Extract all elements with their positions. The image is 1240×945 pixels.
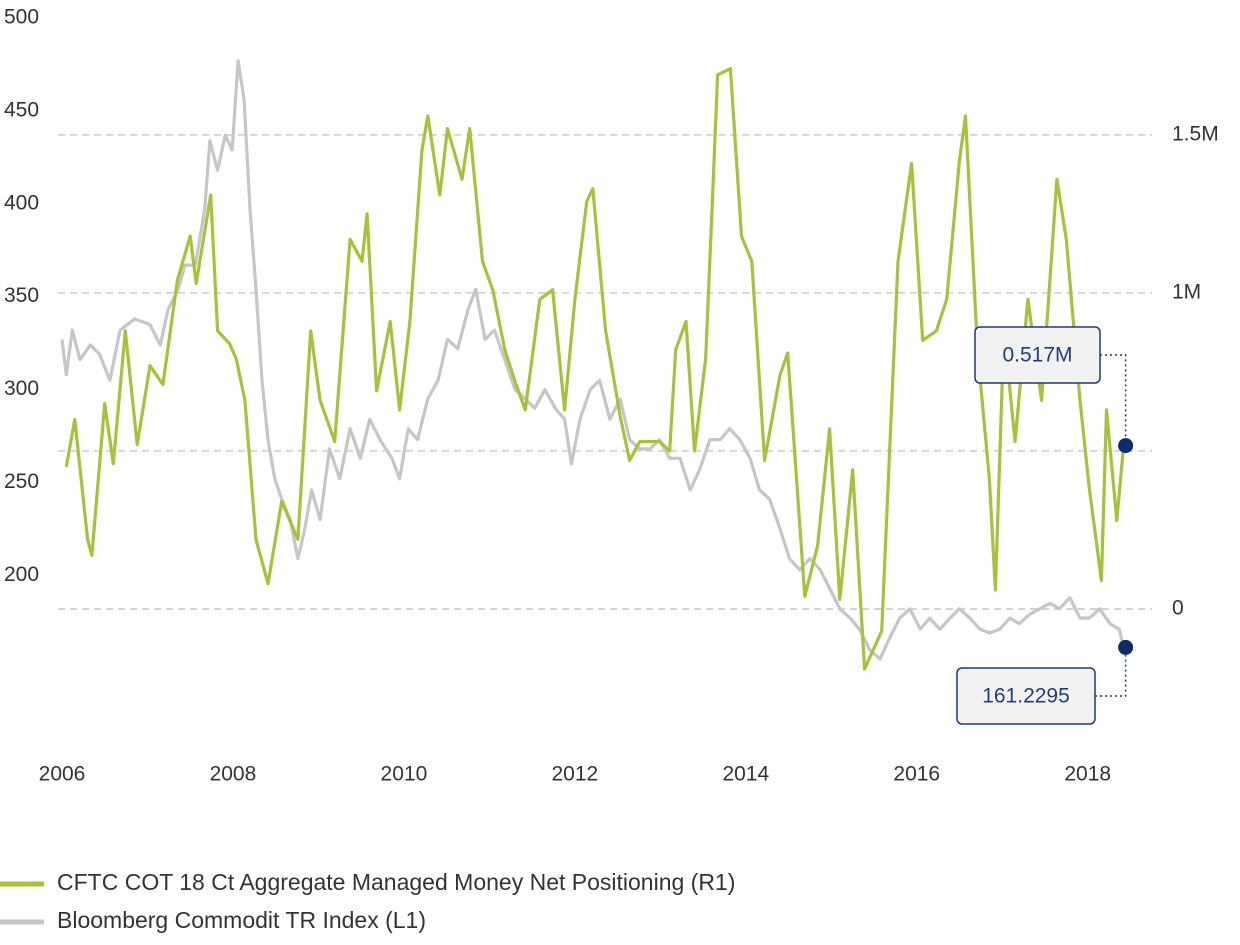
x-tick-label: 2008 xyxy=(210,763,257,786)
y-tick-label: 450 xyxy=(4,98,39,121)
x-tick-label: 2018 xyxy=(1064,763,1111,786)
x-tick-label: 2006 xyxy=(39,763,86,786)
x-tick-label: 2014 xyxy=(722,763,769,786)
x-tick-label: 2010 xyxy=(381,763,428,786)
x-tick-label: 2016 xyxy=(893,763,940,786)
annotation-box xyxy=(956,667,1096,725)
annotation-connector xyxy=(1100,354,1127,446)
y2-tick-label: 1M xyxy=(1172,280,1201,303)
y2-tick-label: 1.5M xyxy=(1172,122,1219,145)
x-tick-label: 2012 xyxy=(551,763,598,786)
annotation-box xyxy=(974,326,1101,384)
y-tick-label: 250 xyxy=(4,470,39,493)
annotation-dot xyxy=(1118,639,1134,655)
series-line xyxy=(60,59,1126,661)
annotation-label: 0.517M xyxy=(1002,344,1072,367)
y-tick-label: 500 xyxy=(4,6,39,29)
y2-tick-label: 0 xyxy=(1172,597,1184,620)
series-line xyxy=(64,67,1126,671)
annotation-dot xyxy=(1118,438,1134,454)
y-tick-label: 300 xyxy=(4,377,39,400)
y-tick-label: 350 xyxy=(4,284,39,307)
y-tick-label: 400 xyxy=(4,191,39,214)
legend-label: Bloomberg Commodit TR Index (L1) xyxy=(57,907,426,933)
annotation-connector xyxy=(1095,647,1127,697)
annotation-label: 161.2295 xyxy=(982,685,1070,708)
y-tick-label: 200 xyxy=(4,563,39,586)
legend-label: CFTC COT 18 Ct Aggregate Managed Money N… xyxy=(57,869,735,895)
